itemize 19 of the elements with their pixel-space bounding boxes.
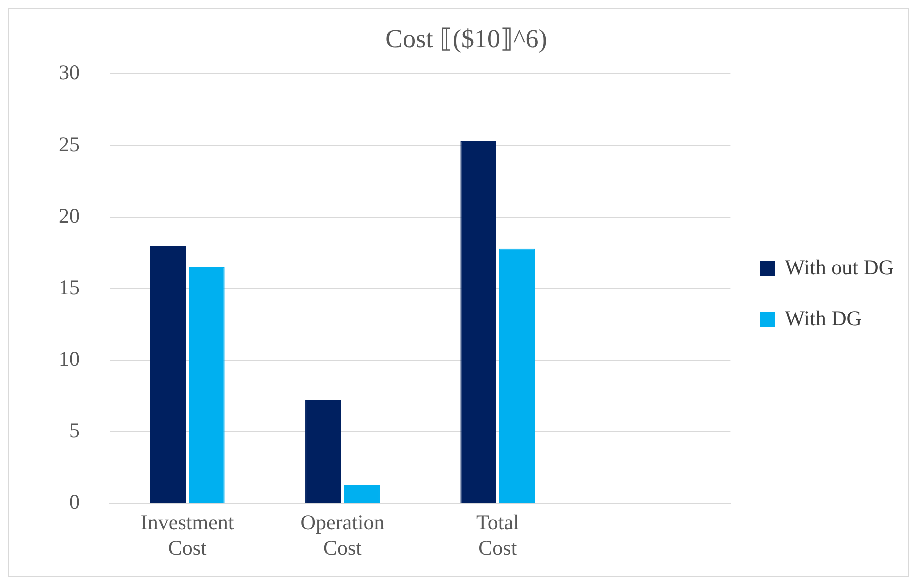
bar — [499, 248, 536, 504]
x-tick-label: Operation Cost — [300, 510, 386, 560]
y-tick-label: 20 — [59, 204, 80, 228]
bar — [460, 141, 496, 504]
bar — [306, 400, 342, 504]
x-tick-label: Total Cost — [476, 510, 520, 560]
y-tick-label: 0 — [70, 490, 80, 514]
legend-label: With out DG — [785, 256, 894, 280]
legend-label: With DG — [785, 306, 862, 331]
y-tick-label: 30 — [59, 60, 80, 85]
bar — [344, 484, 380, 504]
bar — [189, 267, 225, 504]
x-tick-label: Investment Cost — [140, 510, 234, 560]
bar — [150, 246, 186, 504]
chart-title: Cost ⟦($10⟧^6) — [386, 24, 548, 54]
y-tick-label: 25 — [59, 132, 80, 156]
y-tick-label: 10 — [59, 346, 80, 371]
y-tick-label: 15 — [59, 275, 80, 300]
y-tick-label: 5 — [70, 418, 80, 443]
